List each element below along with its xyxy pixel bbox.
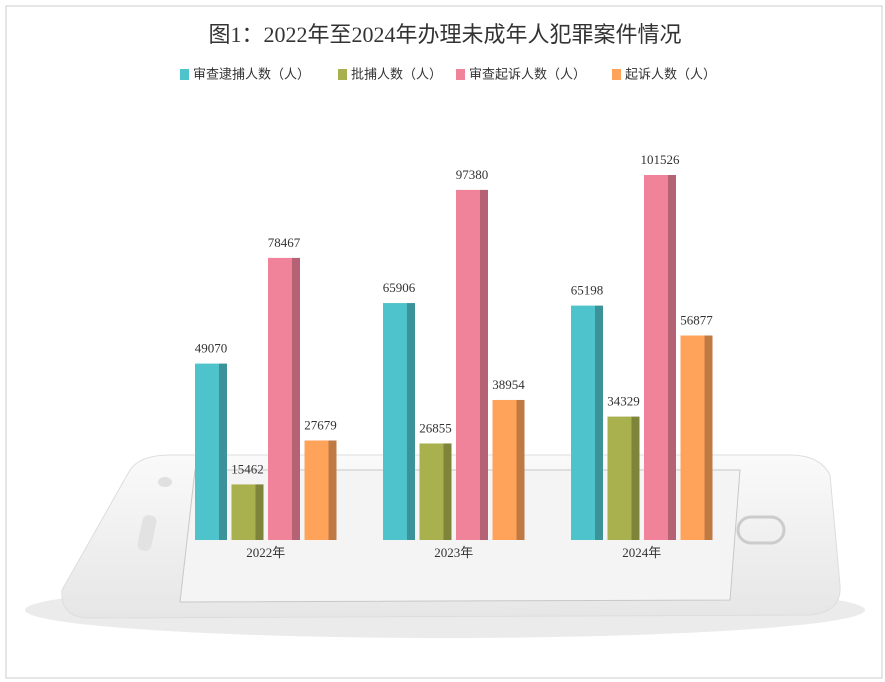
data-label: 65198 bbox=[571, 283, 604, 298]
bar bbox=[305, 440, 337, 540]
chart-title: 图1：2022年至2024年办理未成年人犯罪案件情况 bbox=[208, 22, 681, 47]
legend-swatch bbox=[612, 69, 621, 80]
bar bbox=[420, 443, 452, 540]
legend-label: 审查逮捕人数（人） bbox=[193, 67, 310, 83]
data-label: 97380 bbox=[456, 167, 489, 182]
data-label: 56877 bbox=[680, 313, 713, 328]
data-label: 27679 bbox=[304, 417, 337, 432]
data-label: 65906 bbox=[383, 280, 416, 295]
data-label: 38954 bbox=[492, 377, 525, 392]
chart: 图1：2022年至2024年办理未成年人犯罪案件情况 审查逮捕人数（人） 批捕人数… bbox=[0, 0, 885, 682]
bar bbox=[232, 484, 264, 540]
data-label: 15462 bbox=[231, 461, 264, 476]
bar bbox=[383, 303, 415, 540]
bar bbox=[571, 306, 603, 540]
bar bbox=[608, 417, 640, 540]
x-tick-label: 2024年 bbox=[622, 545, 661, 560]
data-label: 49070 bbox=[195, 341, 228, 356]
bar bbox=[644, 175, 676, 540]
data-label: 26855 bbox=[419, 420, 452, 435]
bar bbox=[195, 364, 227, 540]
legend-swatch bbox=[456, 69, 465, 80]
bar bbox=[268, 258, 300, 540]
x-tick-label: 2022年 bbox=[246, 545, 285, 560]
bar bbox=[456, 190, 488, 540]
legend-swatch bbox=[180, 69, 189, 80]
data-label: 101526 bbox=[641, 152, 681, 167]
legend-label: 审查起诉人数（人） bbox=[469, 68, 586, 83]
x-tick-label: 2023年 bbox=[434, 545, 473, 560]
data-label: 78467 bbox=[268, 235, 301, 250]
legend-swatch bbox=[338, 69, 347, 80]
legend-label: 批捕人数（人） bbox=[351, 67, 442, 83]
bar bbox=[681, 336, 713, 540]
bar bbox=[493, 400, 525, 540]
legend-label: 起诉人数（人） bbox=[625, 68, 716, 83]
data-label: 34329 bbox=[607, 394, 640, 409]
